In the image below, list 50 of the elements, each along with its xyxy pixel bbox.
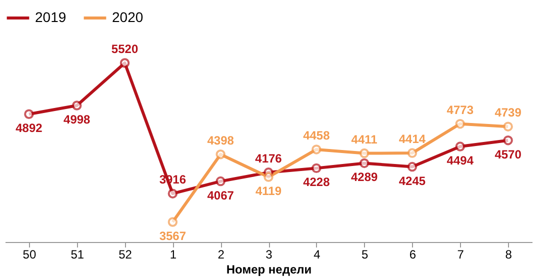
- point: [312, 144, 322, 154]
- point: [407, 148, 418, 158]
- data-label: 4228: [303, 175, 330, 190]
- x-tick-label: 52: [118, 248, 132, 262]
- x-tick-label: 3: [266, 248, 273, 262]
- point: [120, 58, 130, 68]
- data-label: 4245: [398, 174, 426, 188]
- data-label: 4411: [351, 132, 378, 146]
- data-label: 5520: [111, 42, 138, 56]
- x-tick-label: 8: [505, 248, 512, 262]
- point: [407, 162, 418, 172]
- data-label: 4067: [207, 188, 234, 202]
- data-label: 4289: [350, 170, 378, 184]
- data-label: 4494: [446, 154, 474, 168]
- point: [503, 135, 513, 146]
- x-tick-label: 7: [457, 248, 464, 262]
- data-label: 4119: [255, 184, 282, 198]
- legend-label: 2020: [112, 9, 144, 25]
- data-label: 4570: [494, 147, 522, 162]
- point: [168, 188, 178, 198]
- point: [312, 163, 322, 174]
- point: [216, 176, 226, 186]
- x-tick-label: 6: [409, 248, 416, 262]
- data-label: 4739: [494, 106, 522, 120]
- data-label: 4998: [64, 112, 91, 126]
- x-axis-title: Номер недели: [226, 262, 312, 276]
- point: [359, 158, 370, 168]
- data-label: 4176: [255, 151, 282, 166]
- x-tick-label: 51: [70, 248, 84, 262]
- point: [455, 142, 466, 152]
- point: [72, 100, 82, 110]
- point: [455, 118, 466, 129]
- data-label: 4414: [398, 132, 426, 146]
- point: [503, 122, 513, 132]
- x-tick-label: 5: [361, 248, 368, 262]
- point: [216, 149, 226, 160]
- data-label: 4398: [207, 133, 234, 148]
- point: [264, 172, 274, 182]
- data-label: 4773: [446, 102, 474, 117]
- x-tick-label: 50: [22, 248, 36, 262]
- x-tick-label: 1: [170, 248, 177, 262]
- x-tick-label: 4: [314, 248, 321, 262]
- data-label: 4892: [16, 121, 43, 136]
- x-tick-label: 2: [218, 248, 225, 262]
- data-label: 4458: [303, 128, 330, 142]
- point: [359, 148, 370, 158]
- data-label: 3567: [159, 229, 186, 243]
- point: [168, 217, 178, 227]
- point: [24, 109, 34, 119]
- legend-label: 2019: [35, 9, 66, 25]
